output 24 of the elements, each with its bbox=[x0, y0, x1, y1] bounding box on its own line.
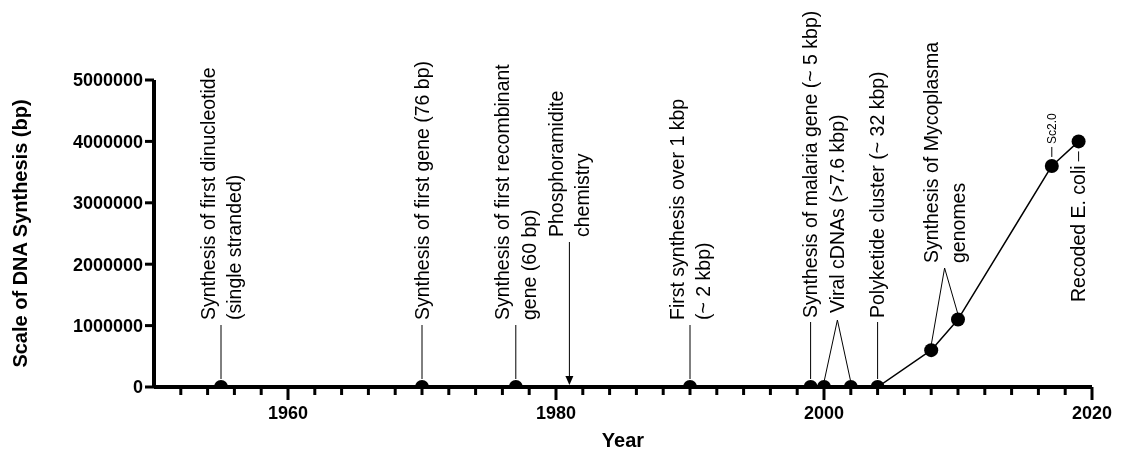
annotation: Recoded E. coli bbox=[1067, 165, 1090, 302]
point bbox=[1071, 134, 1086, 149]
point bbox=[1044, 158, 1059, 173]
annotation: Polyketide cluster (~ 32 kbp) bbox=[866, 71, 889, 318]
y-tick-label: 4000000 bbox=[72, 131, 143, 152]
x-tick-label: 2000 bbox=[803, 403, 845, 423]
y-tick-label: 3000000 bbox=[72, 193, 143, 214]
x-tick-label: 1980 bbox=[535, 403, 577, 423]
annotation: Synthesis of malaria gene (~ 5 kbp) bbox=[799, 10, 822, 318]
y-tick-label: 1000000 bbox=[72, 315, 143, 336]
annotation: First synthesis over 1 kbp (~ 2 kbp) bbox=[665, 98, 714, 320]
y-tick-label: 2000000 bbox=[72, 254, 143, 275]
y-axis-title: Scale of DNA Synthesis (bp) bbox=[9, 99, 32, 368]
x-tick-label: 2020 bbox=[1071, 403, 1113, 423]
annotation: Viral cDNAs (>7.6 kbp) bbox=[826, 114, 849, 313]
annotation: Sc2.0 bbox=[1045, 112, 1059, 144]
y-tick-label: 0 bbox=[132, 377, 143, 398]
annotation: Synthesis of Mycoplasma genomes bbox=[920, 41, 969, 263]
x-axis-title: Year bbox=[601, 429, 645, 451]
y-tick-label: 5000000 bbox=[72, 70, 143, 91]
annotation: Synthesis of first recombinant gene (60 bp) bbox=[491, 63, 540, 320]
x-tick-label: 1960 bbox=[267, 403, 309, 423]
annotation: Synthesis of first gene (76 bp) bbox=[410, 60, 433, 320]
annotation: Synthesis of first dinucleotide (single stranded) bbox=[196, 67, 245, 320]
